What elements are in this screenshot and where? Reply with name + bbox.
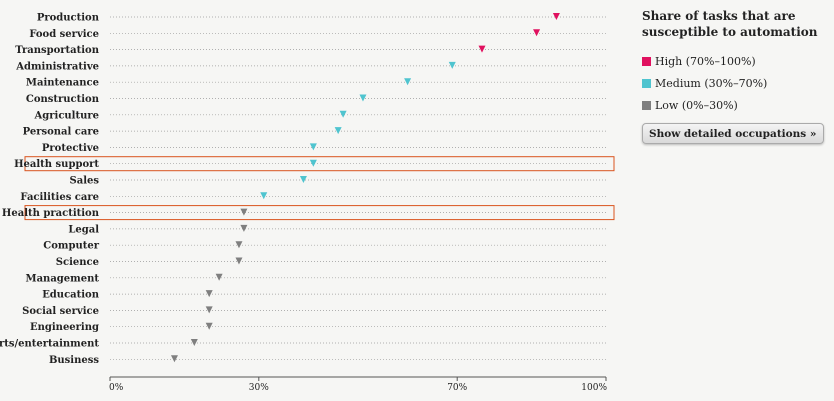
category-label: Science (56, 257, 99, 268)
data-point-personal-care (334, 127, 342, 135)
category-label: Maintenance (26, 78, 99, 89)
legend: Share of tasks that are susceptible to a… (642, 8, 830, 144)
data-point-food-service (533, 29, 541, 37)
category-label: Agriculture (34, 110, 100, 121)
category-label: Management (26, 273, 100, 284)
data-point-legal (240, 224, 248, 232)
category-label: Business (49, 355, 99, 366)
category-label: Production (37, 13, 100, 24)
data-point-sales (299, 176, 307, 183)
legend-label-high: High (70%–100%) (655, 54, 756, 68)
chart-rows: Production Food service Transportation Admi… (0, 13, 615, 366)
data-point-engineering (205, 322, 213, 330)
data-point-facilities-care (260, 192, 268, 200)
category-label: Administrative (15, 61, 99, 72)
data-point-business (170, 355, 178, 363)
category-label: Education (42, 290, 100, 301)
legend-label-low: Low (0%–30%) (655, 98, 738, 112)
data-point-arts-entertainment (190, 339, 198, 346)
show-detailed-occupations-button[interactable]: Show detailed occupations » (642, 123, 824, 144)
category-label: Construction (26, 94, 100, 105)
legend-item-high: High (70%–100%) (642, 50, 830, 72)
data-point-maintenance (404, 78, 412, 86)
x-axis: 0% 30% 70% 100% (109, 376, 607, 393)
legend-swatch-high (642, 56, 651, 66)
category-label: Arts/entertainment (0, 339, 99, 350)
highlight-box-health-practition (24, 205, 615, 221)
data-point-production (552, 13, 560, 20)
legend-title: Share of tasks that are susceptible to a… (642, 9, 818, 39)
category-label: Protective (42, 143, 99, 154)
x-tick-label: 30% (249, 383, 269, 393)
data-point-protective (309, 143, 317, 151)
highlight-box-health-support (24, 156, 615, 172)
legend-item-low: Low (0%–30%) (642, 94, 830, 116)
category-label: Health support (14, 159, 99, 170)
category-label: Transportation (15, 45, 99, 56)
data-point-agriculture (339, 110, 347, 118)
category-label: Facilities care (20, 192, 99, 203)
data-point-social-service (205, 306, 213, 314)
category-label: Health practition (2, 208, 100, 219)
legend-swatch-medium (642, 78, 651, 88)
data-point-transportation (478, 45, 486, 53)
category-label: Legal (68, 224, 99, 235)
data-point-computer (235, 241, 243, 249)
data-point-management (215, 273, 223, 281)
x-tick-label: 0% (109, 383, 124, 393)
category-label: Computer (43, 241, 99, 252)
legend-label-medium: Medium (30%–70%) (655, 76, 768, 90)
category-label: Engineering (30, 322, 99, 333)
chart: Production Food service Transportation Admi… (0, 13, 615, 393)
data-point-health-support (309, 159, 317, 167)
x-tick-label: 100% (581, 383, 607, 393)
category-label: Personal care (23, 127, 99, 138)
data-point-administrative (448, 61, 456, 69)
x-tick-label: 70% (447, 383, 467, 393)
legend-item-medium: Medium (30%–70%) (642, 72, 830, 94)
legend-swatch-low (642, 100, 651, 110)
category-label: Social service (22, 306, 99, 317)
data-point-health-practition (240, 208, 248, 216)
category-label: Sales (70, 176, 100, 187)
data-point-science (235, 257, 243, 265)
data-point-construction (359, 94, 367, 102)
data-point-education (205, 290, 213, 298)
category-label: Food service (29, 29, 99, 40)
